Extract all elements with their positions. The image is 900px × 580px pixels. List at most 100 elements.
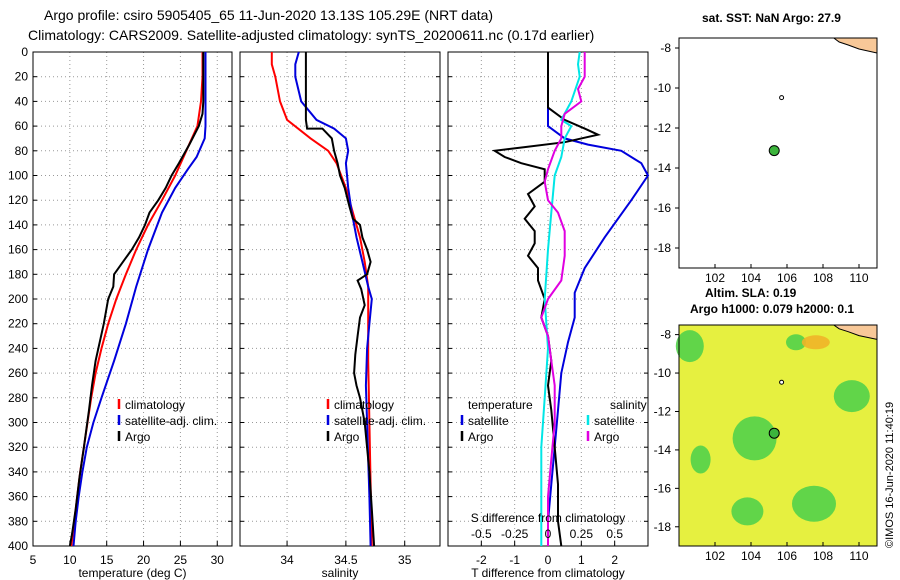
sla-field-patch [833, 380, 870, 413]
sla-field-patch [675, 330, 704, 363]
y-tick-label: 380 [8, 514, 28, 528]
x-tick-label: 34 [280, 553, 294, 567]
argo-position-marker [768, 427, 780, 439]
x-tick-label: 15 [100, 553, 114, 567]
y-tick-label: 180 [8, 267, 28, 281]
y-tick-label: 100 [8, 169, 28, 183]
y-tick-label: 320 [8, 440, 28, 454]
series-line-argo [304, 52, 376, 547]
x-tick-label: 20 [137, 553, 151, 567]
sla-field-patch [732, 416, 777, 461]
island-marker [779, 95, 785, 101]
lat-tick-label: -12 [654, 121, 672, 135]
y-tick-label: 280 [8, 391, 28, 405]
lat-tick-label: -18 [654, 520, 672, 534]
y-tick-label: 260 [8, 366, 28, 380]
y-tick-label: 160 [8, 243, 28, 257]
series-line-salinity-argo [540, 52, 586, 546]
lon-tick-label: 102 [705, 549, 725, 563]
top-tick-label: -0.25 [501, 527, 529, 541]
x-tick-label: 30 [211, 553, 225, 567]
series-line-climatology [270, 52, 373, 547]
y-tick-label: 340 [8, 465, 28, 479]
x-tick-label: 10 [63, 553, 77, 567]
sla-field-patch [786, 334, 806, 351]
x-tick-label: -1 [509, 553, 520, 567]
map-frame [678, 37, 878, 269]
y-tick-label: 40 [15, 94, 29, 108]
legend-label: satellite [468, 414, 509, 428]
series-line-satellite-adj-clim- [294, 51, 373, 547]
legend-label: climatology [125, 398, 185, 412]
lat-tick-label: -10 [654, 81, 672, 95]
argo-height-label: Argo h1000: 0.079 h2000: 0.1 [690, 302, 855, 316]
legend-label: Argo [125, 430, 151, 444]
lon-tick-label: 106 [777, 271, 797, 285]
y-tick-label: 400 [8, 539, 28, 553]
x-tick-label: 35 [398, 553, 412, 567]
y-tick-label: 120 [8, 193, 28, 207]
lon-tick-label: 108 [813, 549, 833, 563]
lon-tick-label: 104 [741, 271, 761, 285]
x-tick-label: -2 [476, 553, 487, 567]
map-frame [678, 324, 878, 547]
sla-field-patch [690, 445, 711, 474]
legend-heading-salinity: salinity [610, 398, 647, 412]
legend-label: satellite [594, 414, 635, 428]
lat-tick-label: -10 [654, 366, 672, 380]
top-tick-label: 0.25 [570, 527, 594, 541]
island-marker [779, 379, 785, 385]
y-tick-label: 20 [15, 70, 29, 84]
series-line-argo [68, 52, 205, 547]
lat-tick-label: -14 [654, 443, 672, 457]
series-line-temperature-argo [491, 52, 602, 547]
lon-tick-label: 108 [813, 271, 833, 285]
x-tick-label: 1 [578, 553, 585, 567]
sla-field-patch [801, 335, 830, 350]
x-axis-label-difference: T difference from climatology [471, 566, 625, 580]
x-tick-label: 0 [545, 553, 552, 567]
lat-tick-label: -16 [654, 481, 672, 495]
series-line-salinity-satellite [540, 51, 581, 546]
series-line-satellite-adj-clim- [72, 52, 207, 547]
lon-tick-label: 104 [741, 549, 761, 563]
lat-tick-label: -8 [660, 41, 671, 55]
page-title-line1: Argo profile: csiro 5905405_65 11-Jun-20… [44, 7, 494, 23]
lat-tick-label: -14 [654, 161, 672, 175]
legend-label: satellite-adj. clim. [334, 414, 426, 428]
y-tick-label: 140 [8, 218, 28, 232]
x-tick-label: 34.5 [334, 553, 358, 567]
y-tick-label: 0 [21, 45, 28, 59]
altimetry-label: Altim. SLA: 0.19 [705, 286, 797, 300]
lat-tick-label: -12 [654, 404, 672, 418]
sla-field-patch [731, 497, 764, 526]
x-tick-label: 2 [611, 553, 618, 567]
legend-label: satellite-adj. clim. [125, 414, 217, 428]
series-line-climatology [70, 52, 204, 547]
top-tick-label: 0 [545, 527, 552, 541]
x-tick-label: 25 [174, 553, 188, 567]
sst-title: sat. SST: NaN Argo: 27.9 [702, 11, 841, 25]
lon-tick-label: 110 [849, 271, 868, 285]
x-axis-label-salinity: salinity [322, 566, 359, 580]
legend-label: climatology [334, 398, 394, 412]
y-tick-label: 360 [8, 490, 28, 504]
page-title-line2: Climatology: CARS2009. Satellite-adjuste… [28, 27, 595, 43]
sla-field-patch [792, 485, 836, 522]
argo-position-marker [768, 145, 780, 157]
y-tick-label: 80 [15, 144, 29, 158]
lat-tick-label: -16 [654, 201, 672, 215]
lat-tick-label: -18 [654, 241, 672, 255]
x-axis-label-temperature: temperature (deg C) [78, 566, 186, 580]
legend-label: Argo [468, 430, 494, 444]
y-tick-label: 200 [8, 292, 28, 306]
top-tick-label: 0.5 [606, 527, 623, 541]
top-tick-label: -0.5 [471, 527, 492, 541]
y-tick-label: 60 [15, 119, 29, 133]
top-axis-label: S difference from climatology [471, 511, 626, 525]
y-tick-label: 240 [8, 341, 28, 355]
legend-heading-temperature: temperature [468, 398, 533, 412]
land-java [832, 37, 878, 54]
y-tick-label: 300 [8, 416, 28, 430]
